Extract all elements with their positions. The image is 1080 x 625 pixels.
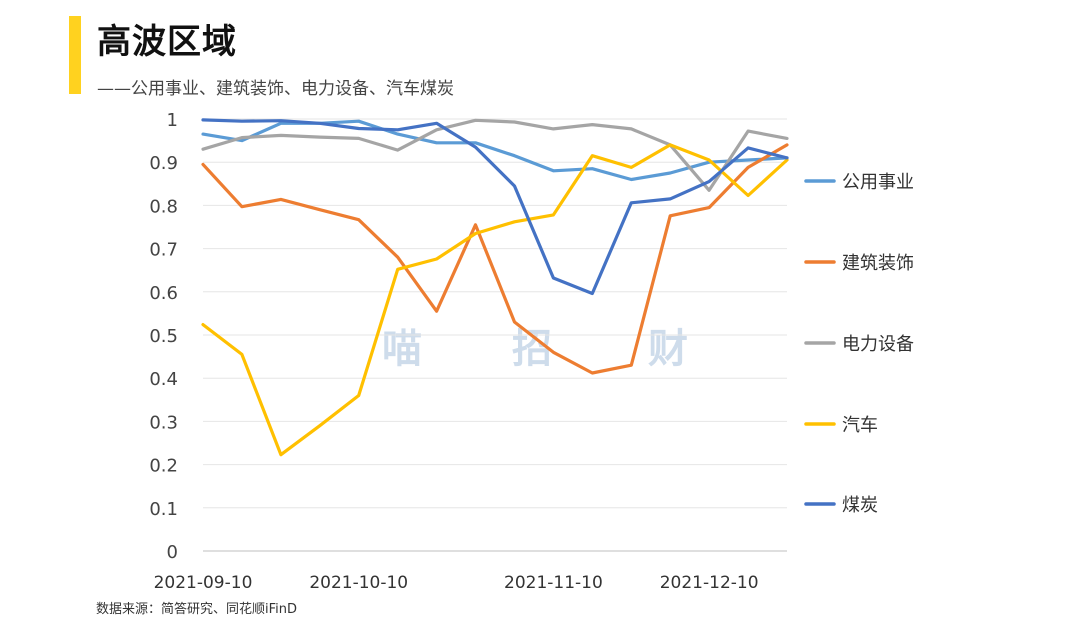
legend-label-2: 建筑装饰 bbox=[842, 253, 914, 274]
page-subtitle: ——公用事业、建筑装饰、电力设备、汽车煤炭 bbox=[97, 79, 454, 99]
legend-label-1: 公用事业 bbox=[842, 172, 914, 193]
y-tick-label: 0.5 bbox=[149, 326, 178, 347]
y-tick-label: 0.9 bbox=[149, 153, 178, 174]
y-tick-label: 0 bbox=[167, 542, 178, 563]
legend-label-4: 汽车 bbox=[842, 415, 878, 436]
x-tick-label: 2021-12-10 bbox=[660, 573, 759, 593]
watermark-char-1: 喵 bbox=[382, 326, 422, 372]
x-tick-label: 2021-10-10 bbox=[309, 573, 408, 593]
series-line-3 bbox=[201, 118, 789, 192]
series-line-1 bbox=[201, 119, 789, 182]
y-tick-label: 0.4 bbox=[149, 369, 178, 390]
legend-label-3: 电力设备 bbox=[842, 334, 914, 355]
y-tick-label: 0.7 bbox=[149, 240, 178, 261]
y-tick-label: 0.2 bbox=[149, 456, 178, 477]
series-line-5 bbox=[201, 118, 789, 296]
series-line-4 bbox=[201, 143, 789, 457]
watermark-char-3: 财 bbox=[648, 326, 688, 372]
x-tick-label: 2021-11-10 bbox=[504, 573, 603, 593]
y-tick-label: 0.6 bbox=[149, 283, 178, 304]
series-line-2 bbox=[201, 143, 789, 375]
title-accent-bar bbox=[69, 16, 81, 94]
page-title: 高波区域 bbox=[97, 22, 237, 62]
y-tick-label: 1 bbox=[167, 110, 178, 131]
y-tick-label: 0.8 bbox=[149, 196, 178, 217]
y-tick-label: 0.1 bbox=[149, 499, 178, 520]
x-tick-label: 2021-09-10 bbox=[154, 573, 253, 593]
legend-label-5: 煤炭 bbox=[842, 495, 878, 516]
data-source-note: 数据来源：简答研究、同花顺iFinD bbox=[96, 602, 298, 617]
y-tick-label: 0.3 bbox=[149, 412, 178, 433]
